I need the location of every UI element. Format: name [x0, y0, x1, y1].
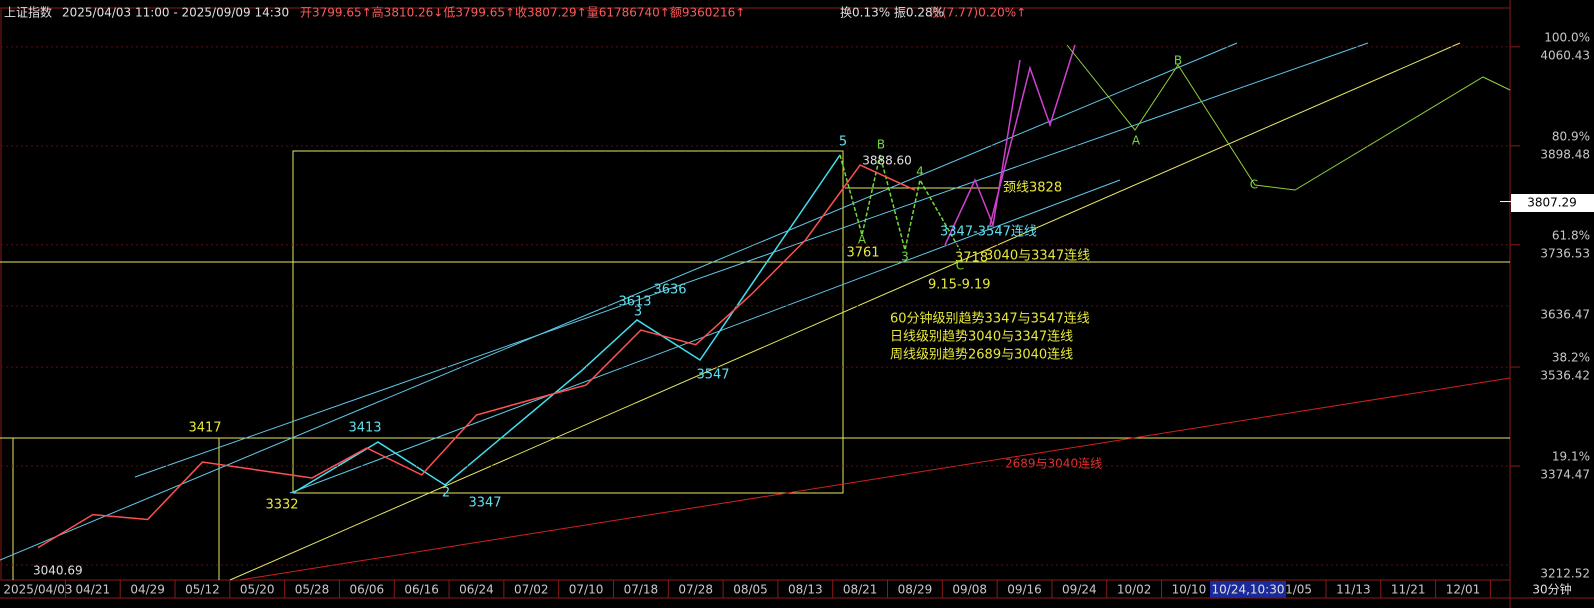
- annotation: A: [1132, 134, 1141, 148]
- x-tick-label: 05/20: [240, 583, 275, 597]
- trend-line: [229, 42, 1461, 581]
- fib-label: 61.8%: [1552, 228, 1590, 242]
- x-tick-label: 11/13: [1336, 583, 1371, 597]
- x-tick-label: 05/28: [295, 583, 330, 597]
- annotation: 3332: [265, 498, 298, 513]
- x-tick-label: 11/21: [1391, 583, 1426, 597]
- x-tick-label: 07/02: [514, 583, 549, 597]
- x-tick-label: 08/29: [898, 583, 933, 597]
- x-tick-label: 06/24: [459, 583, 494, 597]
- drawings: [0, 42, 1511, 581]
- x-tick-label: 10/10: [1172, 583, 1207, 597]
- header-change: 涨(7.77)0.20%↑: [930, 5, 1026, 20]
- last-price-box: [1511, 194, 1594, 212]
- annotation: A: [858, 233, 867, 247]
- fib-label: 38.2%: [1552, 351, 1590, 365]
- x-tick-label: 08/13: [788, 583, 823, 597]
- header-quote: 开3799.65↑高3810.26↓低3799.65↑收3807.29↑量617…: [300, 5, 745, 20]
- fib-label: 19.1%: [1552, 450, 1590, 464]
- projection-path: [1066, 44, 1511, 191]
- x-tick-label: 06/06: [350, 583, 385, 597]
- x-tick-label: 07/28: [678, 583, 713, 597]
- x-tick-label: 10/02: [1117, 583, 1152, 597]
- header-symbol: 上证指数: [4, 5, 52, 20]
- annotation: 颈线3828: [1003, 181, 1062, 196]
- x-tick-label: 07/10: [569, 583, 604, 597]
- cursor-box: [1210, 581, 1286, 598]
- projection-path: [944, 59, 1021, 246]
- x-tick-label: 04/21: [76, 583, 111, 597]
- annotation: B: [1174, 54, 1182, 68]
- annotation: 3547: [696, 368, 729, 383]
- annotation: 5: [839, 135, 847, 150]
- annotation: 周线级别趋势2689与3040连线: [890, 347, 1073, 363]
- annotation: B: [877, 138, 885, 152]
- trend-line: [134, 42, 1369, 478]
- x-tick-label: 06/16: [404, 583, 439, 597]
- annotation: 3: [901, 250, 909, 264]
- annotation: 2689与3040连线: [1005, 456, 1102, 471]
- x-tick-label: 05/12: [185, 583, 220, 597]
- x-tick-label: 07/18: [624, 583, 659, 597]
- fib-label: 100.0%: [1544, 30, 1590, 44]
- fib-label: 80.9%: [1552, 129, 1590, 143]
- cursor-label: 10/24,10:30: [1212, 583, 1285, 597]
- y-tick-label: 3636.47: [1540, 307, 1590, 321]
- box: [292, 150, 844, 494]
- annotation: 3040.69: [33, 564, 83, 578]
- annotation: 3040与3347连线: [985, 248, 1090, 264]
- annotation: 3761: [846, 246, 879, 261]
- annotation: 4: [916, 165, 924, 179]
- annotation: 60分钟级别趋势3347与3547连线: [890, 311, 1090, 327]
- annotation: 2: [442, 486, 450, 501]
- trend-line: [239, 377, 1511, 581]
- y-tick-label: 3374.47: [1540, 468, 1590, 482]
- annotation: 9.15-9.19: [928, 278, 991, 293]
- y-tick-label: 4060.43: [1540, 48, 1590, 62]
- annotation: 3888.60: [862, 154, 912, 168]
- x-tick-label: 09/16: [1007, 583, 1042, 597]
- projection-path: [989, 44, 1076, 226]
- header-turnover: 换0.13% 振0.28%: [840, 6, 944, 20]
- price-line: [37, 164, 916, 549]
- annotation: 3417: [188, 421, 221, 436]
- annotation: C: [1250, 178, 1258, 192]
- y-tick-label: 3736.53: [1540, 246, 1590, 260]
- wave-path: [839, 154, 961, 251]
- x-tick-label: 09/08: [952, 583, 987, 597]
- trend-line: [0, 42, 1238, 561]
- wave-path: [292, 154, 841, 494]
- x-tick-label: 1/05: [1285, 583, 1312, 597]
- y-tick-label: 3212.52: [1540, 567, 1590, 581]
- annotation: 日线级别趋势3040与3347连线: [890, 329, 1073, 345]
- x-tick-label: 09/24: [1062, 583, 1097, 597]
- annotation: 3718: [955, 251, 988, 266]
- period-label: 30分钟: [1532, 582, 1571, 597]
- x-tick-label: 2025/04/03: [3, 583, 72, 597]
- header-range: 2025/04/03 11:00 - 2025/09/09 14:30: [62, 6, 289, 20]
- annotation: 3347: [468, 496, 501, 511]
- x-tick-label: 08/21: [843, 583, 878, 597]
- x-tick-label: 04/29: [130, 583, 165, 597]
- y-tick-label: 3898.48: [1540, 147, 1590, 161]
- last-price: 3807.29: [1527, 196, 1577, 210]
- x-tick-label: 12/01: [1446, 583, 1481, 597]
- annotation: 3347-3547连线: [940, 224, 1037, 240]
- y-tick-label: 3536.42: [1540, 369, 1590, 383]
- annotation: C: [956, 259, 964, 273]
- annotation: 3: [634, 305, 642, 320]
- annotation: 3636: [653, 283, 686, 298]
- annotation: 3413: [348, 421, 381, 436]
- x-tick-label: 08/05: [733, 583, 768, 597]
